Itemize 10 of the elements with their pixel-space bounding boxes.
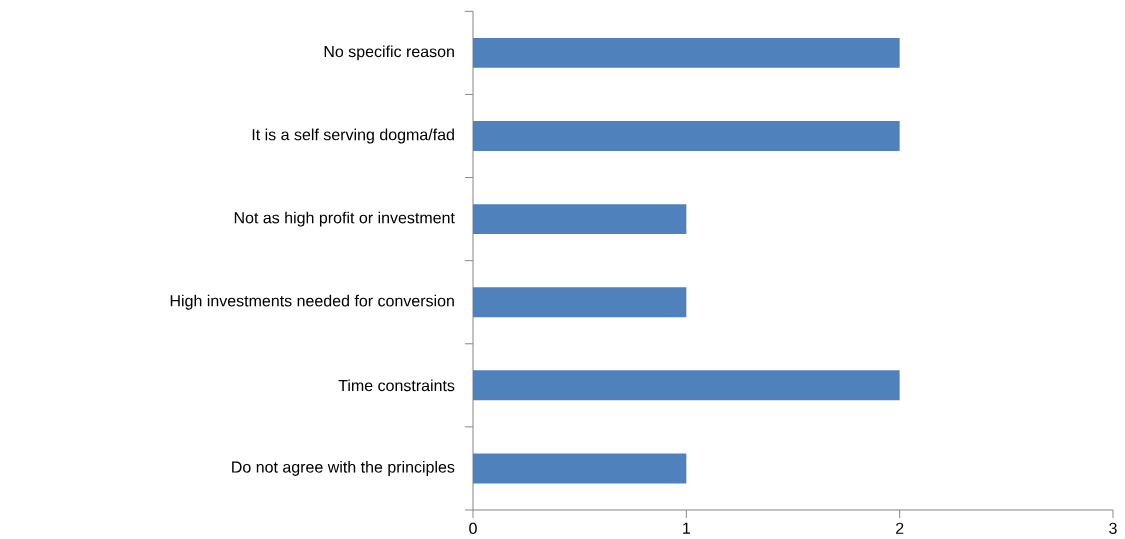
y-tick-label: No specific reason (324, 45, 454, 61)
y-tick-label: Do not agree with the principles (232, 460, 455, 476)
y-tick-label: It is a self serving dogma/fad (252, 128, 454, 144)
x-tick-label: 0 (469, 522, 477, 535)
y-tick-label: High investments needed for conversion (170, 294, 454, 310)
y-tick-label: Not as high profit or investment (234, 211, 455, 227)
x-tick-label: 2 (896, 522, 904, 534)
x-tick-label: 3 (1109, 522, 1117, 535)
y-tick-label: Time constraints (338, 379, 455, 392)
x-tick-label: 1 (683, 522, 690, 534)
